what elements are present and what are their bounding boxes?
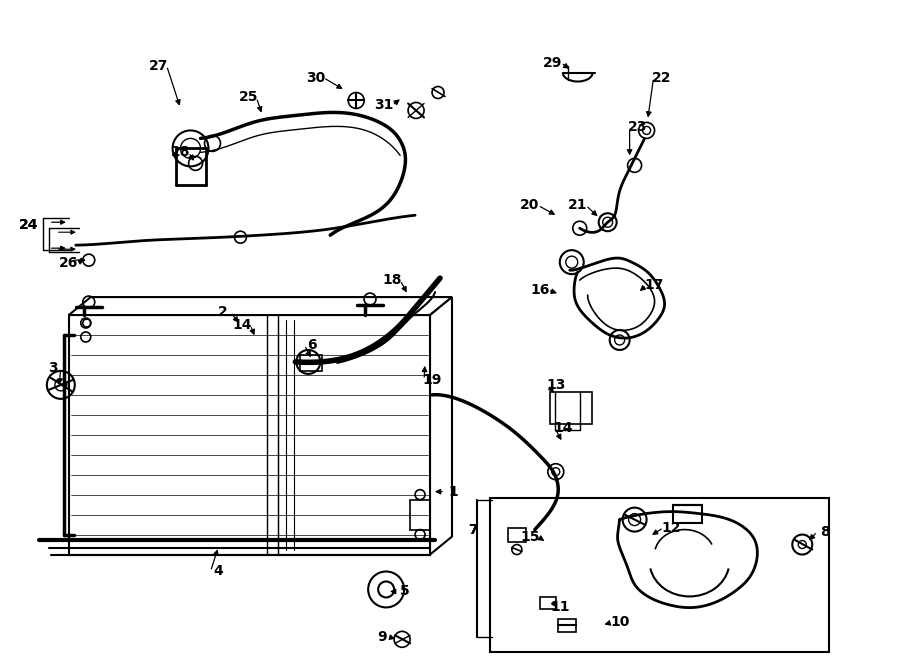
- Text: 9: 9: [377, 631, 387, 644]
- Bar: [68, 315, 430, 555]
- Text: 28: 28: [171, 145, 190, 159]
- Bar: [490, 498, 829, 652]
- Text: 25: 25: [238, 91, 258, 104]
- Bar: [410, 500, 430, 529]
- Text: 3: 3: [48, 361, 58, 375]
- Text: 26: 26: [59, 256, 78, 270]
- Text: 14: 14: [553, 421, 572, 435]
- Bar: [508, 527, 526, 541]
- Text: 18: 18: [382, 273, 402, 287]
- Text: 19: 19: [422, 373, 442, 387]
- Bar: [558, 619, 576, 633]
- Text: 22: 22: [652, 71, 671, 85]
- Text: 4: 4: [213, 564, 223, 578]
- Text: 12: 12: [662, 521, 681, 535]
- Text: 10: 10: [610, 615, 629, 629]
- Text: 2: 2: [218, 305, 228, 319]
- Text: 6: 6: [308, 338, 317, 352]
- Text: 15: 15: [520, 529, 540, 543]
- Text: 21: 21: [568, 198, 588, 212]
- Text: 5: 5: [400, 584, 410, 598]
- Text: 17: 17: [645, 278, 664, 292]
- Text: 29: 29: [543, 56, 562, 69]
- Text: 31: 31: [374, 98, 394, 112]
- Text: 30: 30: [306, 71, 325, 85]
- Bar: [672, 504, 703, 523]
- Text: 7: 7: [468, 523, 478, 537]
- Polygon shape: [68, 297, 452, 315]
- Bar: [550, 392, 591, 424]
- Text: 20: 20: [520, 198, 539, 212]
- Text: 27: 27: [148, 59, 168, 73]
- Text: 11: 11: [550, 600, 570, 615]
- Bar: [301, 355, 322, 371]
- Text: 23: 23: [628, 120, 647, 134]
- Bar: [540, 598, 556, 609]
- Text: 24: 24: [19, 218, 39, 232]
- Text: 16: 16: [530, 283, 550, 297]
- Text: 1: 1: [448, 485, 458, 498]
- Text: 24: 24: [19, 218, 39, 232]
- Text: 7: 7: [468, 523, 478, 537]
- Text: 14: 14: [233, 318, 252, 332]
- Text: 13: 13: [546, 378, 565, 392]
- Polygon shape: [430, 297, 452, 555]
- Text: 8: 8: [820, 525, 830, 539]
